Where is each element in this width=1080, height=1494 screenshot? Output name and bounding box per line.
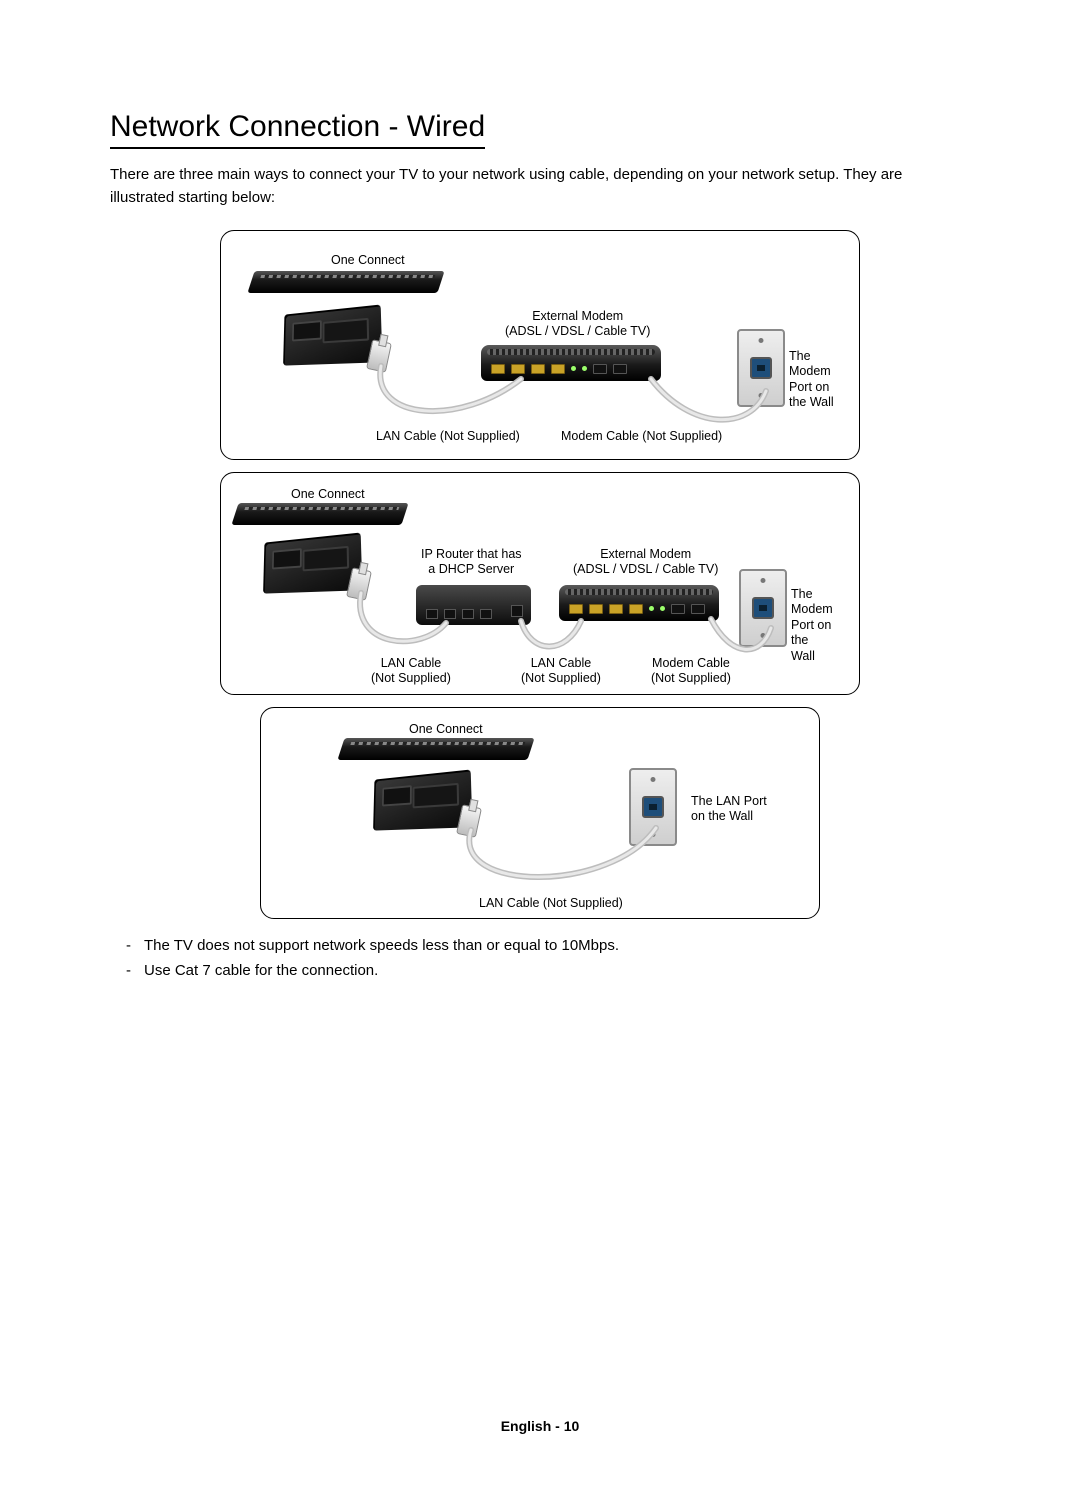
text: External Modem <box>600 547 691 561</box>
d2-wall-label: The Modem Port on the Wall <box>791 587 847 665</box>
modem-icon <box>481 345 661 381</box>
text: The LAN Port <box>691 794 767 808</box>
d1-modem-label: External Modem (ADSL / VDSL / Cable TV) <box>505 309 650 340</box>
diagram-3: One Connect The LAN Port on the Wall LAN… <box>260 707 820 919</box>
document-page: Network Connection - Wired There are thr… <box>0 0 1080 1494</box>
text: The Modem <box>789 349 831 379</box>
text: a DHCP Server <box>428 562 514 576</box>
d2-lan1-label: LAN Cable (Not Supplied) <box>371 656 451 687</box>
wall-port-icon <box>737 329 785 407</box>
diagram-2: One Connect IP Router that has a DHCP Se… <box>220 472 860 695</box>
d1-lan-cable-label: LAN Cable (Not Supplied) <box>376 429 520 445</box>
d2-router-label: IP Router that has a DHCP Server <box>421 547 522 578</box>
text: IP Router that has <box>421 547 522 561</box>
page-title: Network Connection - Wired <box>110 110 485 149</box>
text: Port on the Wall <box>789 380 834 410</box>
d2-modem-label: External Modem (ADSL / VDSL / Cable TV) <box>573 547 718 578</box>
text: (ADSL / VDSL / Cable TV) <box>573 562 718 576</box>
diagram-1: One Connect External Modem (ADSL / VDSL … <box>220 230 860 460</box>
page-footer: English - 10 <box>0 1418 1080 1434</box>
text: on the Wall <box>691 809 753 823</box>
one-connect-port-icon <box>263 532 362 593</box>
modem-icon <box>559 585 719 621</box>
note-item: Use Cat 7 cable for the connection. <box>110 958 970 984</box>
text: (Not Supplied) <box>651 671 731 685</box>
d2-modemcable-label: Modem Cable (Not Supplied) <box>651 656 731 687</box>
text: LAN Cable <box>531 656 591 670</box>
router-icon <box>416 585 531 625</box>
text: LAN Cable <box>381 656 441 670</box>
one-connect-port-icon <box>283 304 382 365</box>
text: External Modem <box>532 309 623 323</box>
note-item: The TV does not support network speeds l… <box>110 933 970 959</box>
wall-port-icon <box>739 569 787 647</box>
one-connect-bar-icon <box>337 738 534 760</box>
text: The Modem <box>791 587 833 617</box>
text: Modem Cable <box>652 656 730 670</box>
text: (Not Supplied) <box>371 671 451 685</box>
notes-list: The TV does not support network speeds l… <box>110 933 970 984</box>
d3-wall-label: The LAN Port on the Wall <box>691 794 767 825</box>
wall-port-icon <box>629 768 677 846</box>
one-connect-bar-icon <box>247 271 444 293</box>
d2-lan2-label: LAN Cable (Not Supplied) <box>521 656 601 687</box>
intro-text: There are three main ways to connect you… <box>110 163 970 210</box>
text: (ADSL / VDSL / Cable TV) <box>505 324 650 338</box>
d3-lan-cable-label: LAN Cable (Not Supplied) <box>479 896 623 912</box>
one-connect-port-icon <box>373 769 472 830</box>
text: (Not Supplied) <box>521 671 601 685</box>
d1-modem-cable-label: Modem Cable (Not Supplied) <box>561 429 722 445</box>
d2-one-connect-label: One Connect <box>291 487 365 503</box>
d1-one-connect-label: One Connect <box>331 253 405 269</box>
text: Port on the <box>791 618 831 648</box>
text: Wall <box>791 649 815 663</box>
d1-wall-label: The Modem Port on the Wall <box>789 349 845 412</box>
d3-one-connect-label: One Connect <box>409 722 483 738</box>
one-connect-bar-icon <box>231 503 408 525</box>
